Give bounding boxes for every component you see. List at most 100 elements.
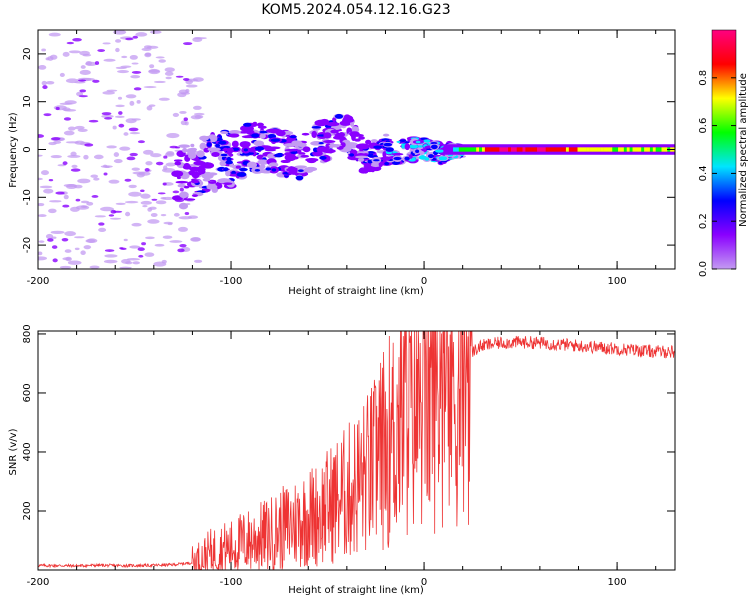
noise-blob — [38, 134, 45, 138]
signal-blob — [349, 133, 364, 137]
noise-blob — [160, 213, 167, 217]
carrier-band-segment — [481, 147, 486, 152]
signal-blob — [330, 129, 339, 134]
noise-blob — [93, 154, 104, 160]
signal-blob — [207, 147, 221, 152]
noise-blob — [165, 76, 172, 80]
signal-blob — [342, 117, 355, 123]
noise-blob — [142, 149, 154, 155]
noise-blob — [50, 230, 65, 234]
noise-blob — [175, 75, 184, 78]
noise-blob — [115, 104, 125, 108]
noise-blob — [182, 77, 190, 81]
carrier-band-segment — [623, 147, 627, 152]
carrier-band-segment — [548, 147, 552, 152]
noise-blob — [131, 62, 139, 65]
noise-blob — [177, 92, 187, 98]
noise-blob — [157, 192, 166, 195]
signal-core — [270, 138, 281, 142]
noise-blob — [146, 45, 159, 49]
noise-blob — [103, 259, 118, 264]
noise-blob — [38, 177, 43, 181]
signal-blob — [190, 179, 200, 184]
snr-xtick-label: -200 — [27, 577, 50, 588]
signal-core — [290, 151, 298, 155]
spectrogram-heatmap — [38, 30, 675, 269]
noise-blob — [124, 200, 139, 204]
signal-core — [430, 144, 438, 150]
snr-xtick-label: 100 — [608, 577, 627, 588]
colorbar-tick-label: 0.8 — [698, 70, 709, 86]
noise-blob — [172, 112, 180, 117]
carrier-band-segment — [591, 147, 596, 152]
noise-blob — [93, 177, 100, 181]
noise-blob — [98, 227, 107, 233]
noise-blob — [86, 201, 94, 206]
noise-blob — [126, 258, 141, 261]
noise-blob — [115, 47, 120, 53]
noise-blob — [130, 75, 141, 79]
carrier-band-segment — [615, 147, 619, 152]
carrier-band-segment — [545, 147, 549, 152]
spectrogram-ytick-label: 0 — [22, 146, 33, 152]
signal-core — [415, 140, 421, 144]
noise-blob — [38, 256, 48, 261]
signal-blob — [275, 130, 286, 137]
colorbar-tick-label: 0.0 — [698, 261, 709, 277]
noise-blob — [140, 189, 145, 193]
spectrogram-xtick-label: 100 — [608, 276, 627, 287]
noise-blob — [128, 184, 137, 189]
snr-xtick-label: -100 — [220, 577, 243, 588]
signal-blob — [252, 123, 257, 127]
carrier-band-segment — [528, 147, 532, 152]
carrier-band-segment — [652, 147, 656, 152]
spectrogram-ytick-label: -10 — [22, 189, 33, 205]
carrier-band-segment — [586, 147, 590, 152]
signal-blob — [182, 164, 192, 170]
noise-blob — [148, 104, 156, 107]
signal-blob — [332, 117, 337, 123]
spectrogram-ylabel: Frequency (Hz) — [8, 112, 19, 188]
signal-blob — [363, 164, 370, 168]
signal-core — [318, 142, 324, 145]
signal-blob — [208, 181, 217, 184]
noise-blob — [149, 64, 155, 69]
signal-blob — [328, 144, 342, 148]
carrier-band-segment — [458, 147, 462, 152]
signal-core — [423, 139, 431, 143]
colorbar-tick-label: 0.2 — [698, 213, 709, 229]
noise-blob — [125, 118, 137, 124]
carrier-band-segment — [479, 147, 483, 152]
carrier-band-segment — [612, 147, 616, 152]
signal-blob — [171, 170, 184, 178]
signal-blob — [235, 165, 241, 169]
signal-blob — [178, 202, 189, 210]
noise-blob — [45, 233, 54, 239]
snr-panel: -200 -100 0 100 200 400 600 800 Height of strai… — [8, 324, 676, 596]
carrier-band-segment — [565, 147, 570, 152]
noise-blob — [173, 212, 180, 217]
noise-blob — [80, 65, 86, 69]
noise-blob — [182, 42, 193, 45]
noise-blob — [68, 50, 81, 54]
noise-blob — [118, 123, 125, 128]
noise-blob — [144, 52, 152, 57]
signal-core — [311, 125, 322, 129]
signal-core — [239, 167, 248, 172]
noise-blob — [74, 81, 86, 84]
signal-blob — [259, 133, 266, 139]
noise-blob — [39, 185, 53, 189]
noise-blob — [70, 151, 77, 157]
signal-blob — [362, 153, 369, 156]
noise-blob — [55, 191, 65, 195]
snr-ytick-label: 200 — [22, 501, 33, 520]
noise-blob — [118, 111, 123, 115]
carrier-band-segment — [609, 147, 613, 152]
signal-blob — [174, 161, 182, 166]
signal-blob — [183, 185, 190, 189]
noise-blob — [101, 112, 112, 116]
signal-blob — [291, 156, 297, 160]
carrier-band-segment — [487, 147, 491, 152]
noise-blob — [125, 94, 137, 99]
noise-blob — [83, 245, 92, 250]
